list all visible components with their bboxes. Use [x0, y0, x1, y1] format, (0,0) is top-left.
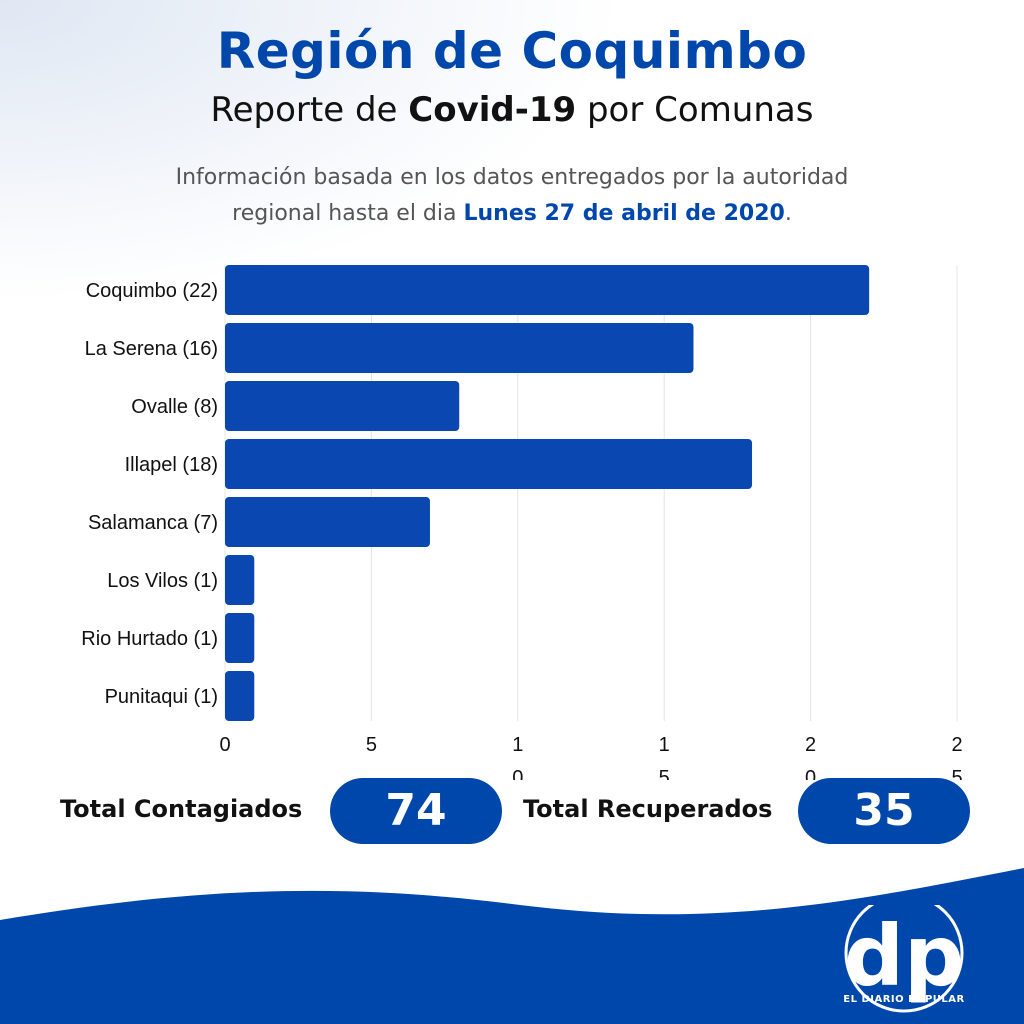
page-title: Región de Coquimbo	[216, 22, 808, 80]
category-label-0: Coquimbo (22)	[86, 280, 218, 302]
category-label-5: Los Vilos (1)	[107, 570, 218, 592]
tick-label-5-1: 5	[951, 767, 962, 780]
subtitle-post: por Comunas	[576, 90, 814, 130]
subtitle-pre: Reporte de	[210, 90, 409, 130]
tick-label-1-0: 5	[366, 734, 377, 756]
tick-label-2-0: 1	[512, 734, 523, 756]
total-contagiados-value: 74	[330, 778, 502, 844]
logo-letters: dp	[844, 907, 964, 1005]
page-subtitle: Reporte de Covid-19 por Comunas	[0, 90, 1024, 130]
category-label-2: Ovalle (8)	[131, 396, 218, 418]
bar-2	[225, 381, 460, 431]
tick-label-4-1: 0	[805, 767, 816, 780]
bar-0	[225, 265, 870, 315]
info-line1: Información basada en los datos entregad…	[175, 165, 849, 190]
tick-label-3-0: 1	[659, 734, 670, 756]
info-date: Lunes 27 de abril de 2020	[463, 201, 785, 226]
info-text: Información basada en los datos entregad…	[112, 160, 912, 232]
subtitle-bold: Covid-19	[408, 90, 577, 130]
category-label-1: La Serena (16)	[85, 338, 218, 360]
info-line2-pre: regional hasta el dia	[232, 201, 464, 226]
category-label-4: Salamanca (7)	[88, 512, 218, 534]
logo-ring-icon	[844, 905, 964, 1013]
category-label-6: Rio Hurtado (1)	[81, 628, 218, 650]
category-label-3: Illapel (18)	[125, 454, 218, 476]
bar-1	[225, 323, 694, 373]
diario-popular-logo: dp	[844, 905, 964, 1013]
logo-name: EL DIARIO POPULAR	[843, 994, 965, 1005]
info-line2-post: .	[784, 201, 792, 226]
bar-4	[225, 497, 430, 547]
bar-7	[225, 671, 255, 721]
bar-chart: Coquimbo (22) La Serena (16) Ovalle (8) Ill…	[81, 265, 963, 780]
tick-label-0-0: 0	[219, 734, 230, 756]
total-recuperados-label: Total Recuperados	[523, 795, 773, 823]
bar-3	[225, 439, 753, 489]
bar-5	[225, 555, 255, 605]
tick-label-2-1: 0	[512, 767, 523, 780]
tick-label-5-0: 2	[951, 734, 962, 756]
total-recuperados-value: 35	[798, 778, 970, 844]
bar-6	[225, 613, 255, 663]
category-label-7: Punitaqui (1)	[105, 686, 218, 708]
total-contagiados-label: Total Contagiados	[60, 795, 303, 823]
tick-label-3-1: 5	[659, 767, 670, 780]
tick-label-4-0: 2	[805, 734, 816, 756]
